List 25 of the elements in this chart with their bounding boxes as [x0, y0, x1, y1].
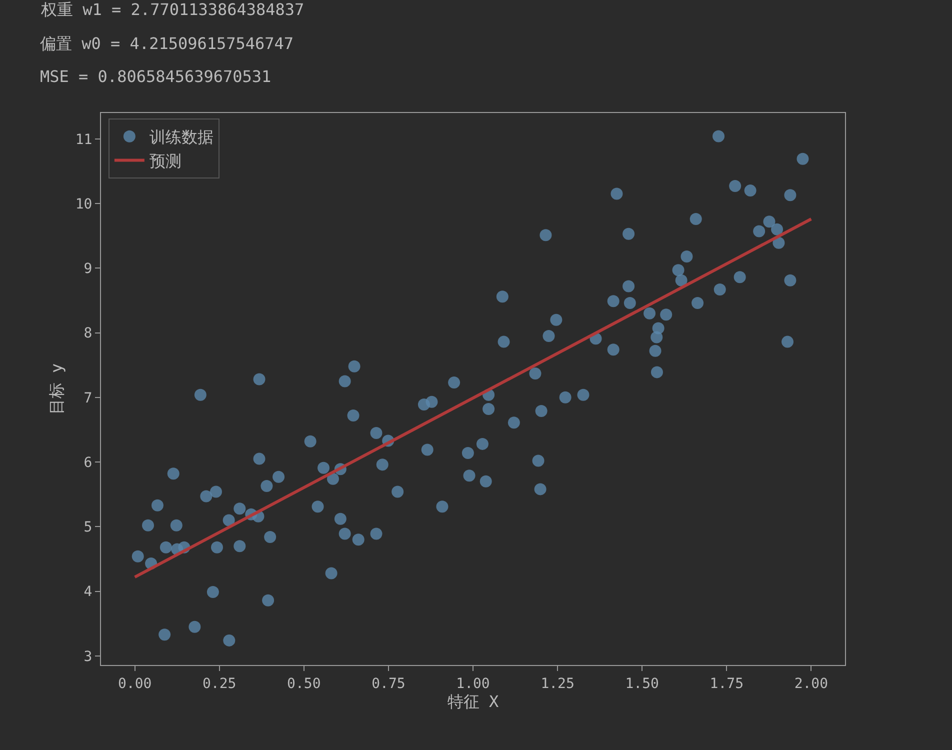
y-tick-label: 11	[75, 132, 92, 148]
x-tick-label: 2.00	[794, 676, 828, 692]
legend-label: 预测	[149, 151, 182, 170]
x-tick-label: 0.25	[202, 676, 236, 692]
legend-label: 训练数据	[149, 128, 214, 147]
y-tick-label: 3	[84, 648, 92, 665]
y-tick-label: 6	[84, 454, 92, 471]
y-tick-label: 7	[84, 390, 92, 406]
x-axis-title: 特征 X	[447, 692, 499, 711]
y-axis-title: 目标 y	[47, 363, 66, 415]
x-tick-label: 1.75	[710, 676, 744, 692]
y-tick-label: 10	[75, 196, 92, 212]
y-tick-label: 9	[84, 261, 92, 278]
y-tick-label: 5	[84, 520, 92, 536]
y-tick-label: 8	[84, 326, 92, 342]
x-tick-label: 1.25	[540, 676, 574, 692]
x-tick-label: 1.00	[456, 676, 490, 692]
x-tick-label: 1.50	[625, 676, 659, 692]
x-tick-label: 0.50	[287, 676, 321, 692]
x-tick-label: 0.75	[372, 676, 406, 692]
text: 权重 w1 = 2.7701133864384837	[40, 0, 304, 19]
y-tick-label: 4	[84, 584, 92, 600]
x-tick-label: 0.00	[118, 676, 152, 692]
text: 偏置 w0 = 4.215096157546747	[40, 34, 294, 53]
text: MSE = 0.8065845639670531	[40, 67, 272, 86]
